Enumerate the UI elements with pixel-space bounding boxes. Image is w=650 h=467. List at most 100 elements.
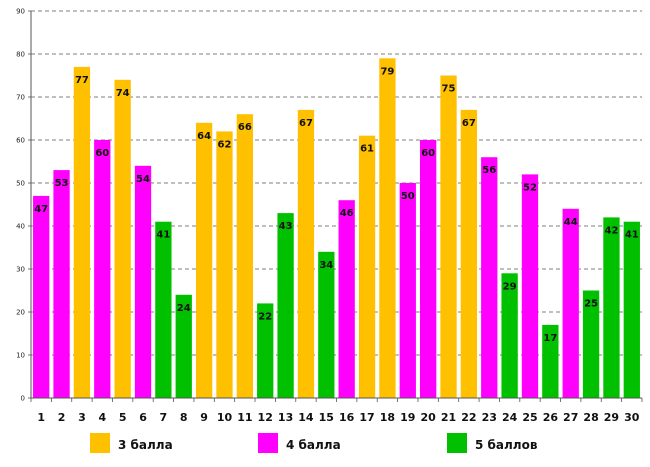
data-label-3: 77 — [75, 75, 89, 86]
data-label-26: 17 — [543, 333, 557, 344]
legend-item-3: 5 баллов — [447, 433, 538, 453]
y-tick-label: 0 — [21, 395, 25, 403]
bar-10 — [216, 131, 233, 398]
x-tick-label-7: 7 — [160, 411, 168, 424]
bar-7 — [155, 221, 172, 398]
legend-swatch — [447, 433, 467, 453]
x-tick-label-13: 13 — [278, 411, 293, 424]
data-label-28: 25 — [584, 299, 598, 310]
x-tick-label-21: 21 — [441, 411, 456, 424]
data-label-12: 22 — [258, 311, 272, 322]
bar-22 — [460, 109, 478, 399]
data-label-5: 74 — [116, 88, 130, 99]
data-label-19: 50 — [401, 191, 415, 202]
x-tick-label-19: 19 — [400, 411, 415, 424]
legend-swatch — [258, 433, 278, 453]
legend-item-1: 3 балла — [90, 433, 173, 453]
legend-item-2: 4 балла — [258, 433, 341, 453]
bar-16 — [338, 200, 355, 398]
y-tick-label: 20 — [16, 309, 25, 317]
gridlines — [31, 10, 642, 356]
x-tick-label-23: 23 — [482, 411, 497, 424]
data-label-18: 79 — [380, 66, 394, 77]
x-tick-label-8: 8 — [180, 411, 188, 424]
legend-swatch — [90, 433, 110, 453]
x-tick-label-26: 26 — [543, 411, 559, 424]
bar-2 — [53, 170, 70, 398]
bar-9 — [195, 122, 213, 399]
x-tick-label-14: 14 — [298, 411, 314, 424]
x-tick-label-3: 3 — [78, 411, 86, 424]
bar-11 — [236, 114, 253, 398]
x-tick-label-27: 27 — [563, 411, 578, 424]
data-label-23: 56 — [482, 165, 496, 176]
bar-6 — [134, 165, 152, 398]
x-tick-label-10: 10 — [217, 411, 233, 424]
data-label-30: 41 — [625, 230, 639, 241]
legend-label: 3 балла — [118, 438, 173, 452]
legend-label: 4 балла — [286, 438, 341, 452]
bar-8 — [175, 294, 192, 398]
legend-label: 5 баллов — [475, 438, 538, 452]
bar-26 — [542, 324, 559, 398]
x-tick-label-17: 17 — [359, 411, 374, 424]
y-tick-label: 10 — [16, 352, 25, 360]
x-tick-label-20: 20 — [420, 411, 436, 424]
bar-27 — [562, 208, 579, 398]
bar-25 — [521, 174, 539, 398]
x-tick-label-1: 1 — [37, 411, 45, 424]
x-tick-label-22: 22 — [461, 411, 476, 424]
x-tick-label-9: 9 — [200, 411, 208, 424]
data-label-13: 43 — [279, 221, 293, 232]
x-tick-label-29: 29 — [604, 411, 619, 424]
x-tick-label-4: 4 — [98, 411, 106, 424]
bar-23 — [481, 157, 498, 398]
data-label-11: 66 — [238, 122, 252, 133]
bar-30 — [623, 221, 640, 398]
data-label-21: 75 — [442, 84, 456, 95]
bars — [33, 58, 640, 399]
bar-24 — [501, 273, 518, 398]
bar-21 — [440, 75, 457, 398]
data-label-10: 62 — [218, 139, 232, 150]
data-label-7: 41 — [156, 230, 170, 241]
x-tick-label-24: 24 — [502, 411, 518, 424]
x-tick-label-30: 30 — [624, 411, 640, 424]
bar-15 — [318, 251, 335, 398]
data-label-14: 67 — [299, 118, 313, 129]
bar-14 — [297, 109, 315, 399]
data-label-22: 67 — [462, 118, 476, 129]
y-tick-label: 80 — [16, 51, 25, 59]
y-tick-label: 40 — [16, 223, 25, 231]
x-tick-label-11: 11 — [237, 411, 252, 424]
y-tick-label: 90 — [16, 8, 25, 16]
x-axis-ticks: 1 2 3 4 5 6 7 8 9 10 11 12 13 14 15 16 17 18 19 20 21 22 23 24 2… — [37, 411, 639, 424]
bar-28 — [582, 290, 600, 398]
y-tick-label: 50 — [16, 180, 25, 188]
bar-1 — [33, 195, 50, 398]
bar-18 — [379, 58, 396, 399]
y-axis-ticks: 0 10 20 30 40 50 60 70 80 90 — [16, 8, 31, 403]
x-tick-label-25: 25 — [522, 411, 537, 424]
axes — [30, 11, 643, 402]
bar-4 — [94, 140, 111, 398]
y-tick-label: 60 — [16, 137, 25, 145]
legend: 3 балла 4 балла 5 баллов — [90, 433, 538, 453]
x-tick-label-16: 16 — [339, 411, 355, 424]
x-tick-label-28: 28 — [583, 411, 598, 424]
bar-13 — [277, 213, 294, 398]
data-label-17: 61 — [360, 144, 374, 155]
bar-29 — [603, 217, 620, 398]
data-label-2: 53 — [55, 178, 69, 189]
bar-5 — [114, 79, 131, 399]
bar-3 — [73, 66, 91, 399]
x-tick-label-15: 15 — [319, 411, 334, 424]
data-label-6: 54 — [136, 174, 150, 185]
data-label-27: 44 — [564, 217, 578, 228]
bar-17 — [358, 135, 376, 398]
data-label-25: 52 — [523, 182, 537, 193]
bar-12 — [257, 303, 274, 398]
data-label-4: 60 — [95, 148, 109, 159]
x-tick-label-2: 2 — [58, 411, 66, 424]
